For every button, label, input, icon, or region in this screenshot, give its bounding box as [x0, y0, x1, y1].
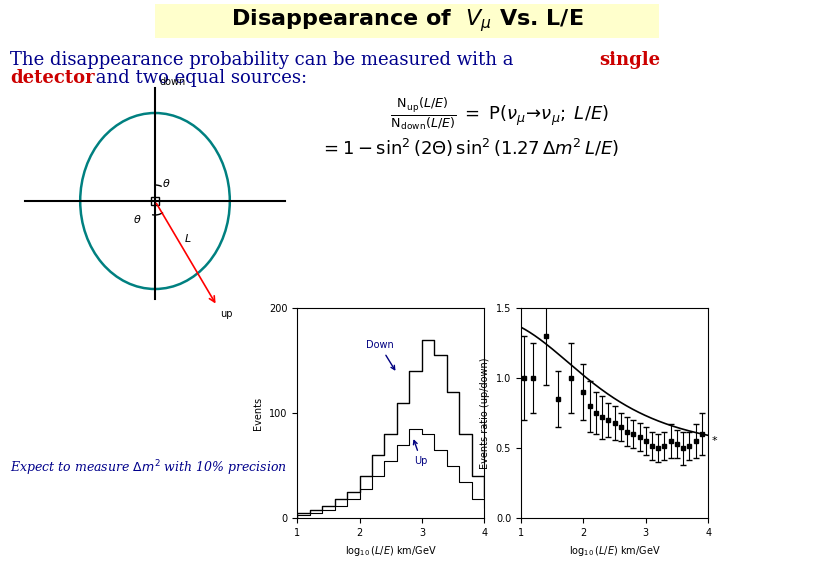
- Text: $= 1 - \sin^2(2\Theta)\,\sin^2(1.27\,\Delta m^2\,L/E)$: $= 1 - \sin^2(2\Theta)\,\sin^2(1.27\,\De…: [320, 137, 619, 159]
- Text: The disappearance probability can be measured with a: The disappearance probability can be mea…: [10, 51, 519, 69]
- Y-axis label: Events: Events: [253, 397, 264, 430]
- Text: detector: detector: [10, 69, 94, 87]
- Text: Down: Down: [365, 340, 395, 370]
- Y-axis label: Events ratio (up/down): Events ratio (up/down): [480, 358, 490, 469]
- Text: *: *: [711, 436, 717, 446]
- Text: and two equal sources:: and two equal sources:: [90, 69, 307, 87]
- Text: Up: Up: [414, 441, 428, 466]
- Text: single: single: [599, 51, 660, 69]
- X-axis label: $\log_{10}(L/E)$ km/GeV: $\log_{10}(L/E)$ km/GeV: [345, 544, 436, 558]
- Text: $\frac{\mathrm{N}_{\,\mathrm{up}}(L/E)}{\mathrm{N}_{\,\mathrm{down}}(L/E)}\;=\;\: $\frac{\mathrm{N}_{\,\mathrm{up}}(L/E)}{…: [390, 96, 609, 132]
- Text: Expect to measure $\Delta m^2$ with 10% precision: Expect to measure $\Delta m^2$ with 10% …: [10, 458, 287, 478]
- Text: L: L: [185, 234, 191, 244]
- Text: up: up: [220, 309, 233, 319]
- Text: $\theta$: $\theta$: [133, 213, 142, 225]
- FancyBboxPatch shape: [155, 4, 659, 38]
- Text: Disappearance of  $\mathit{V}_{\mu}$ Vs. L/E: Disappearance of $\mathit{V}_{\mu}$ Vs. …: [230, 7, 584, 35]
- Bar: [151, 197, 159, 205]
- Text: $\theta$: $\theta$: [162, 177, 171, 189]
- X-axis label: $\log_{10}(L/E)$ km/GeV: $\log_{10}(L/E)$ km/GeV: [569, 544, 660, 558]
- Text: down: down: [159, 77, 186, 87]
